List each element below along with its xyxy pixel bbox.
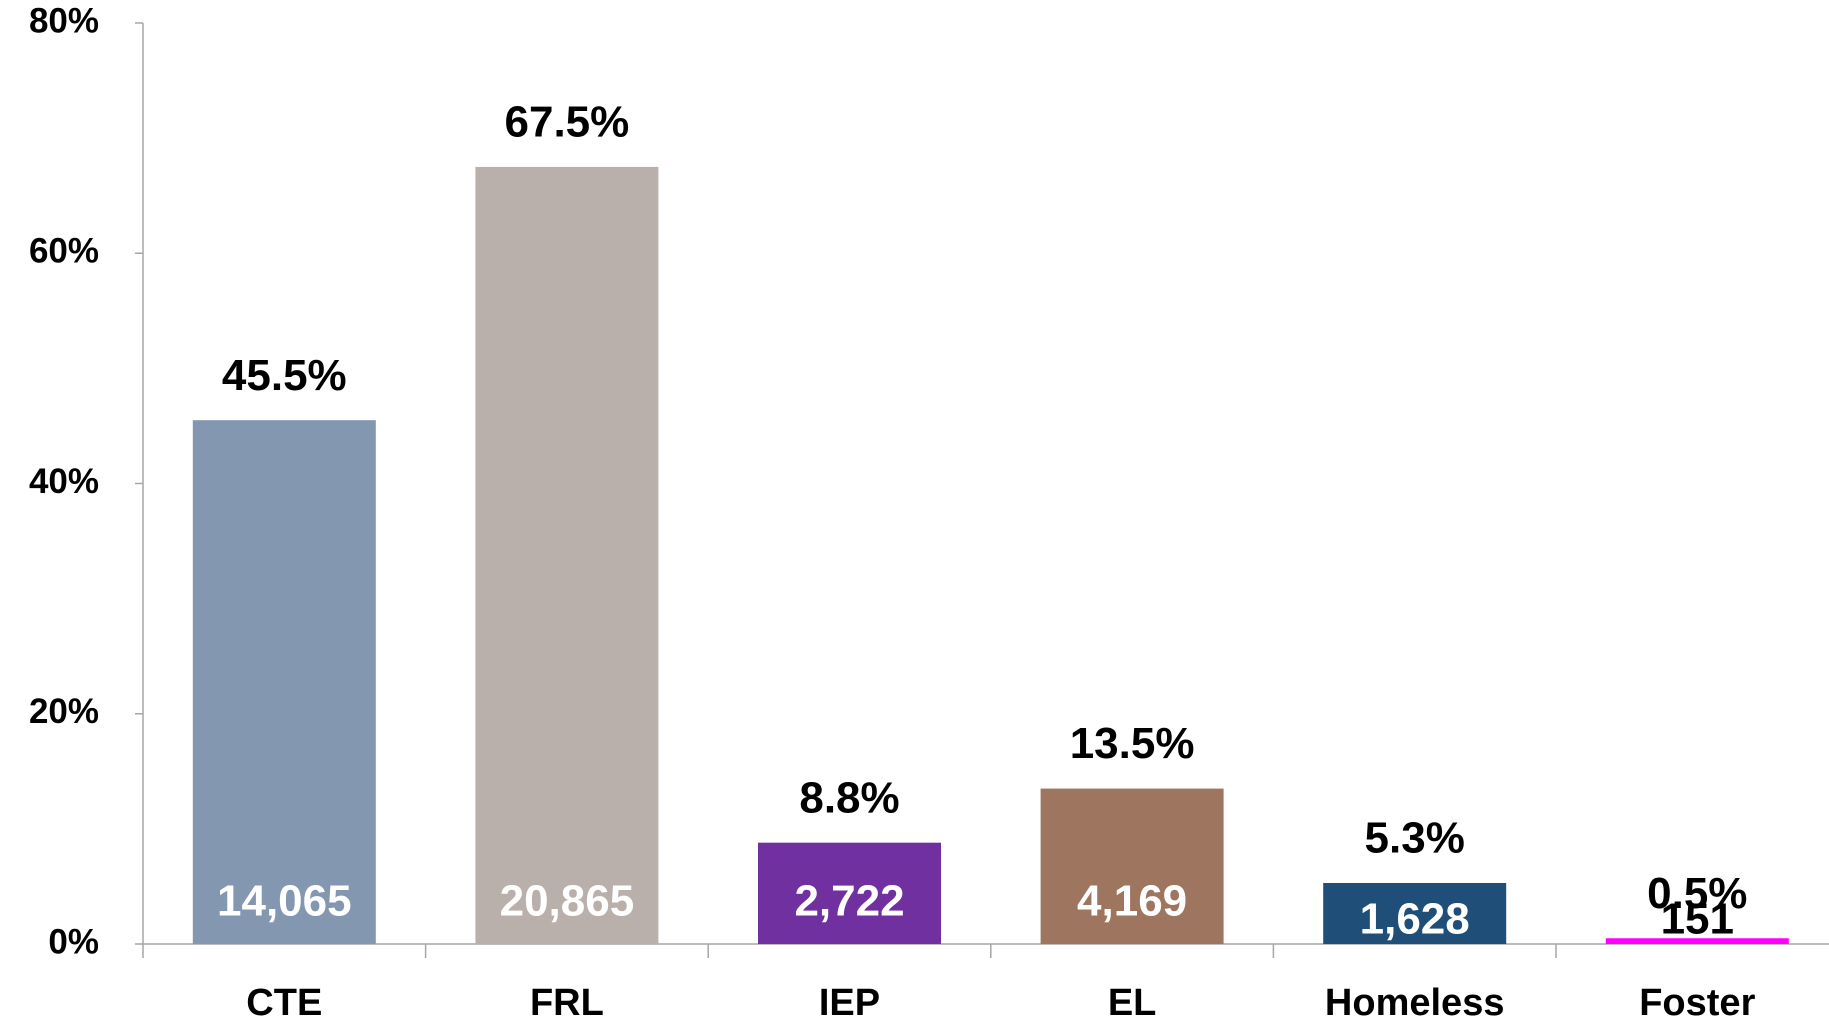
x-tick-label: CTE [246, 982, 322, 1024]
count-label: 4,169 [1077, 877, 1187, 926]
x-tick-label: IEP [819, 982, 880, 1024]
count-label: 2,722 [794, 877, 904, 926]
value-label: 45.5% [222, 351, 347, 400]
value-label: 13.5% [1070, 719, 1195, 768]
bar [192, 420, 376, 944]
count-label: 1,628 [1360, 895, 1470, 944]
value-label: 0.5% [1647, 869, 1747, 918]
x-tick-label: EL [1108, 982, 1157, 1024]
value-label: 67.5% [505, 98, 630, 147]
value-label: 8.8% [799, 773, 899, 822]
x-tick-label: Homeless [1325, 982, 1505, 1024]
bar [475, 166, 659, 944]
bar [758, 842, 941, 944]
bar [1323, 882, 1507, 944]
count-label: 151 [1661, 895, 1734, 944]
bar [1605, 938, 1789, 944]
count-label: 14,065 [217, 877, 352, 926]
x-tick-label: FRL [530, 982, 604, 1024]
y-tick-label: 0% [48, 922, 99, 961]
y-tick-label: 60% [29, 232, 99, 271]
count-label: 20,865 [500, 877, 635, 926]
x-tick-label: Foster [1639, 982, 1755, 1024]
value-label: 5.3% [1365, 814, 1465, 863]
y-tick-label: 20% [29, 692, 99, 731]
y-tick-label: 40% [29, 462, 99, 501]
y-tick-label: 80% [29, 1, 99, 40]
bar [1040, 788, 1224, 944]
